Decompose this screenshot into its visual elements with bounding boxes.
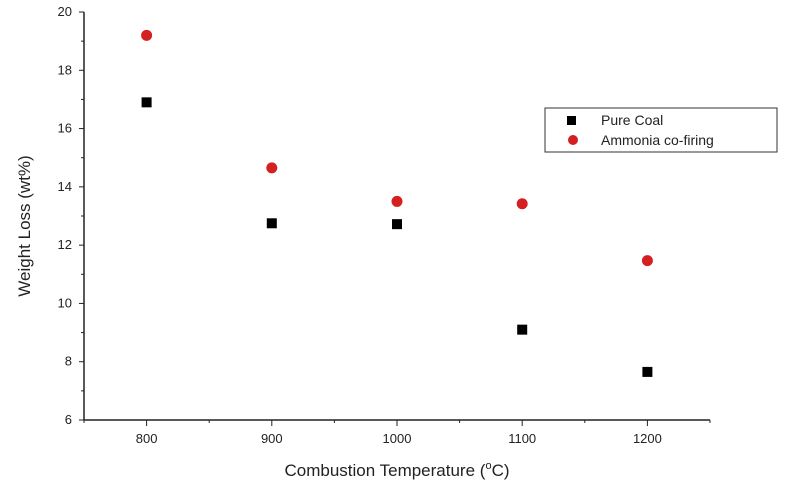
y-tick-label: 14: [58, 179, 72, 194]
legend: Pure Coal Ammonia co-firing: [544, 107, 778, 153]
point-ammonia-co-firing: [641, 255, 653, 267]
x-tick-label: 1100: [508, 431, 536, 446]
point-ammonia-co-firing: [516, 198, 528, 210]
y-tick-label: 10: [58, 295, 72, 310]
y-tick-label: 12: [58, 237, 72, 252]
point-pure-coal: [642, 366, 653, 377]
x-axis-label-degree: o: [485, 460, 491, 472]
legend-marker-pure-coal: [567, 116, 576, 125]
y-tick-label: 6: [65, 412, 72, 427]
y-tick-label: 8: [65, 354, 72, 369]
x-tick-label: 1200: [633, 431, 662, 446]
point-ammonia-co-firing: [266, 162, 278, 174]
point-pure-coal: [141, 97, 152, 108]
y-tick-label: 18: [58, 62, 72, 77]
y-tick-label: 16: [58, 121, 72, 136]
legend-marker-ammonia: [568, 135, 578, 145]
ticks: [79, 11, 711, 426]
legend-box: [544, 107, 778, 153]
x-axis-label-suffix: C): [492, 461, 510, 480]
point-pure-coal: [392, 219, 402, 230]
x-axis-label-prefix: Combustion Temperature (: [284, 461, 485, 480]
legend-label-ammonia: Ammonia co-firing: [601, 132, 714, 148]
y-axis-label: Weight Loss (wt%): [15, 155, 34, 296]
x-tick-label: 1000: [383, 431, 412, 446]
y-tick-label: 20: [58, 4, 72, 19]
axes: [83, 12, 710, 421]
x-axis-label: Combustion Temperature (oC): [284, 460, 509, 480]
legend-label-pure-coal: Pure Coal: [601, 112, 663, 128]
tick-labels: 6 8 10 12 14 16 18 20 800 900 1000 1100 1200: [58, 4, 662, 446]
point-ammonia-co-firing: [391, 195, 403, 207]
data-points: [141, 29, 653, 377]
x-tick-label: 900: [261, 431, 283, 446]
point-ammonia-co-firing: [141, 29, 153, 41]
point-pure-coal: [517, 324, 528, 335]
point-pure-coal: [266, 218, 277, 229]
x-tick-label: 800: [136, 431, 158, 446]
